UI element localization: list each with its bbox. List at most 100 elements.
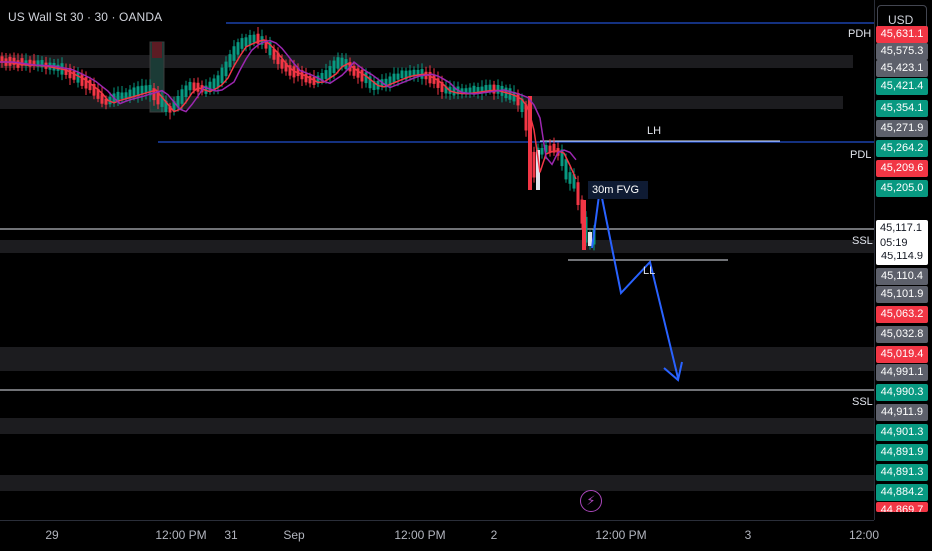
candle-body [560,149,564,167]
candle-body [212,78,216,89]
time-label: 2 [490,528,498,542]
candle-body [568,172,572,184]
chart-area[interactable]: US Wall St 30 · 30 · OANDA PDH PDL LH SS… [0,0,874,520]
price-tag: 44,869.7 [876,502,928,512]
zone-band [0,55,853,68]
price-tag: 45,575.3 [876,43,928,60]
candle-body [32,60,36,67]
candle-body [520,98,524,113]
candle-body [532,151,536,178]
candle-body [240,38,244,49]
time-label: Sep [283,528,305,542]
candle-body [464,88,468,94]
candle-body [136,86,140,97]
price-tag: 45,110.4 [876,268,928,285]
current-price: 45,117.1 [880,222,923,234]
price-tag: 45,421.4 [876,78,928,95]
candle-body [248,35,252,46]
candle-body [396,73,400,80]
candle-body [172,101,176,112]
candle-body [484,85,488,93]
candle-body [232,46,236,61]
symbol-title[interactable]: US Wall St 30 · 30 · OANDA [8,10,163,24]
candle-body [332,60,336,73]
candle-body [336,57,340,69]
time-label: 12:00 PM [595,528,647,542]
candle-body [316,75,320,84]
price-tag: 45,063.2 [876,306,928,323]
candle-body [308,75,312,84]
ssl-lower-label: SSL [852,396,873,408]
candle-body [256,33,260,44]
time-label: 31 [224,528,238,542]
candle-body [480,86,484,94]
candle-body [412,69,416,77]
candle-body [552,143,556,153]
candle-body [208,81,212,91]
candle-body [576,182,580,206]
time-label: 12:00 PM [394,528,446,542]
candle-body [88,79,92,91]
candle-body [0,56,4,63]
lightning-icon[interactable]: ⚡ [580,490,602,512]
zone-band [0,347,874,371]
price-tag: 45,423.1 [876,60,928,77]
candle-body [588,232,592,246]
candle-body [364,72,368,84]
candle-body [320,73,324,82]
candle-body [488,84,492,92]
candle-body [328,66,332,79]
bar-countdown: 05:19 [880,237,908,249]
candle-body [184,85,188,98]
price-tag: 45,032.8 [876,326,928,343]
lh-label: LH [647,125,662,137]
candle-body [100,93,104,104]
candle-body [64,67,68,75]
time-label: 29 [45,528,59,542]
candle-body [160,95,164,107]
candle-body [40,60,44,68]
price-tag: 45,101.9 [876,286,928,303]
candle-body [180,89,184,104]
candle-body [148,84,152,96]
zone-band [0,418,874,434]
candle-body [368,76,372,89]
candle-body [120,92,124,99]
candle-body [582,200,586,250]
candle-body [12,57,16,65]
price-tag: 44,911.9 [876,404,928,421]
price-tag: 45,019.4 [876,346,928,363]
candle-body [452,86,456,96]
candle-body [224,61,228,77]
candle-body [52,63,56,71]
candle-body [244,37,248,47]
price-chart[interactable] [0,0,874,520]
candle-body [444,86,448,94]
candle-body [404,70,408,80]
candle-body [84,77,88,89]
candle-body [528,96,532,190]
candle-body [156,90,160,105]
candle-body [536,150,540,190]
zone-band [0,240,874,253]
candle-body [272,48,276,60]
candle-body [468,87,472,95]
candle-body [384,78,388,88]
candle-body [80,73,84,86]
candle-body [296,67,300,77]
candle-body [76,72,80,83]
price-tag: 45,114.9 [876,248,928,265]
ema-slow-line [0,39,577,166]
ssl-upper-label: SSL [852,235,873,247]
candle-body [512,91,516,102]
candle-body [72,70,76,80]
candle-body [36,60,40,67]
candle-body [264,39,268,49]
candle-body [176,96,180,108]
candle-body [140,85,144,95]
time-axis[interactable] [0,520,874,551]
current-price-tag: 45,117.1 05:19 [876,220,928,252]
candle-body [152,88,156,101]
time-label: 12:00 [848,528,880,542]
candle-body [544,145,548,153]
